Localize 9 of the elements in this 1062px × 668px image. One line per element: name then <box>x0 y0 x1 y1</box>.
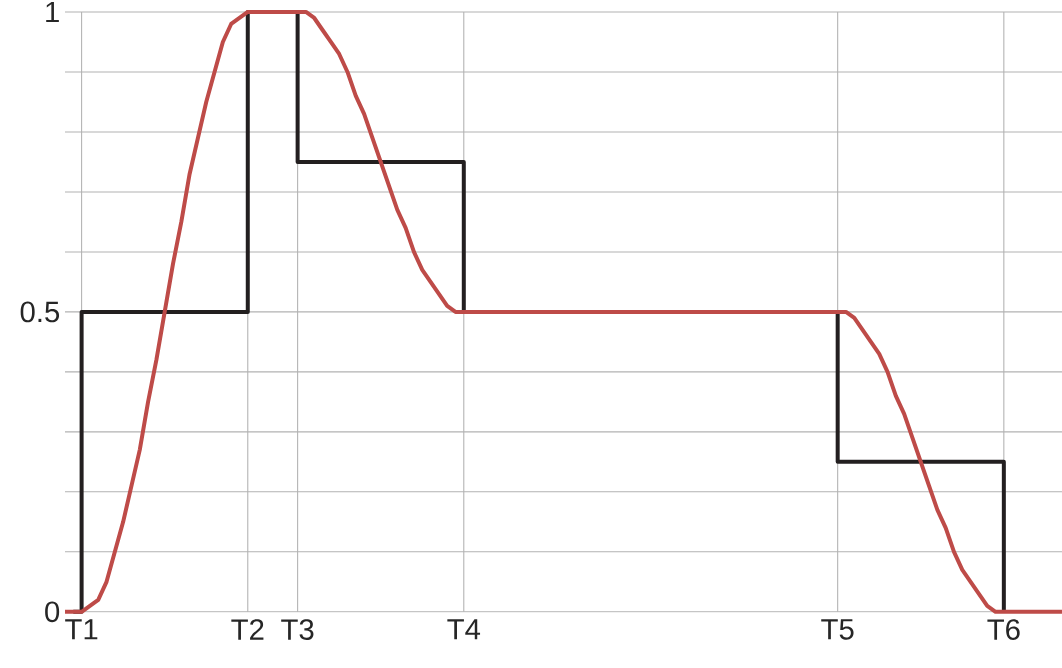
x-tick-label: T4 <box>447 619 481 640</box>
y-tick-label: 1 <box>46 2 59 23</box>
y-tick-label: 0 <box>45 601 60 623</box>
x-tick-label: T5 <box>821 619 854 640</box>
x-tick-label: T1 <box>65 619 98 640</box>
x-tick-label: T3 <box>281 619 314 641</box>
x-tick-label: T6 <box>987 619 1020 641</box>
y-tick-label: 0.5 <box>20 301 60 323</box>
x-tick-label: T2 <box>231 619 264 640</box>
